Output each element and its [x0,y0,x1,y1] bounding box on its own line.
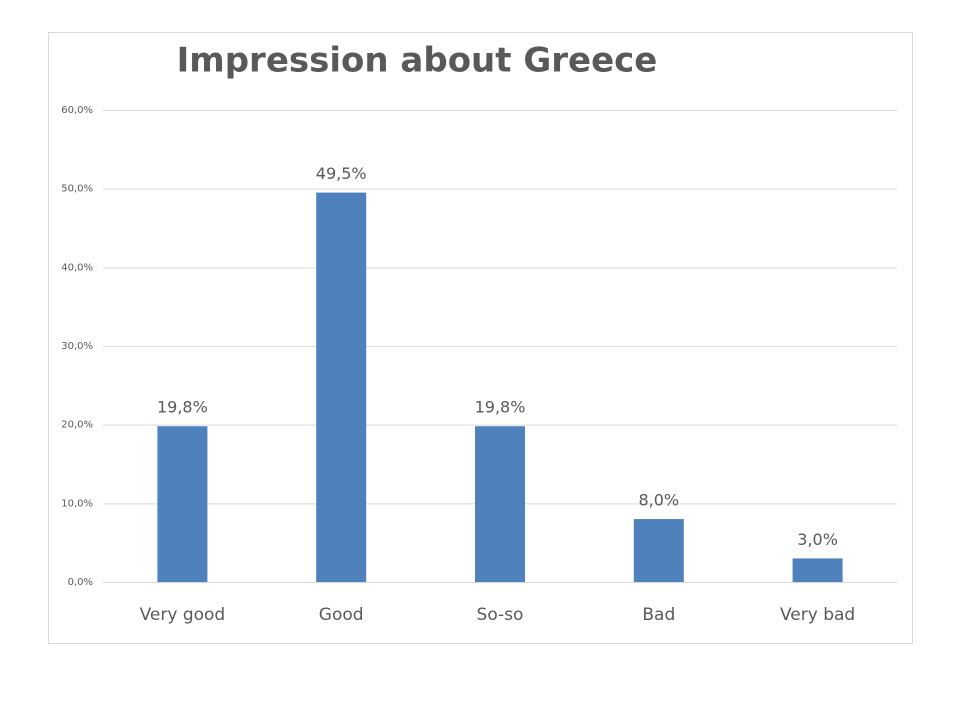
x-tick-label: Very bad [780,605,855,625]
data-label: 8,0% [638,491,679,510]
y-tick-label: 30,0% [61,341,93,352]
bar [316,192,367,582]
chart-title: Impression about Greece [177,41,658,81]
bar [633,519,684,582]
y-tick-label: 40,0% [61,262,93,273]
bar [475,426,525,582]
data-label: 49,5% [316,164,367,183]
x-tick-label: Bad [642,605,675,625]
bar [157,426,208,582]
y-tick-label: 20,0% [61,420,93,431]
x-tick-label: Good [319,605,364,625]
data-label: 19,8% [475,398,526,417]
y-tick-label: 50,0% [61,184,93,195]
data-label: 3,0% [797,530,838,549]
x-tick-label: So-so [477,605,524,625]
bar [792,558,843,582]
y-tick-label: 10,0% [61,498,93,509]
data-label: 19,8% [157,398,208,417]
x-tick-label: Very good [140,605,226,625]
y-tick-label: 60,0% [61,105,93,116]
y-tick-label: 0,0% [68,577,93,588]
